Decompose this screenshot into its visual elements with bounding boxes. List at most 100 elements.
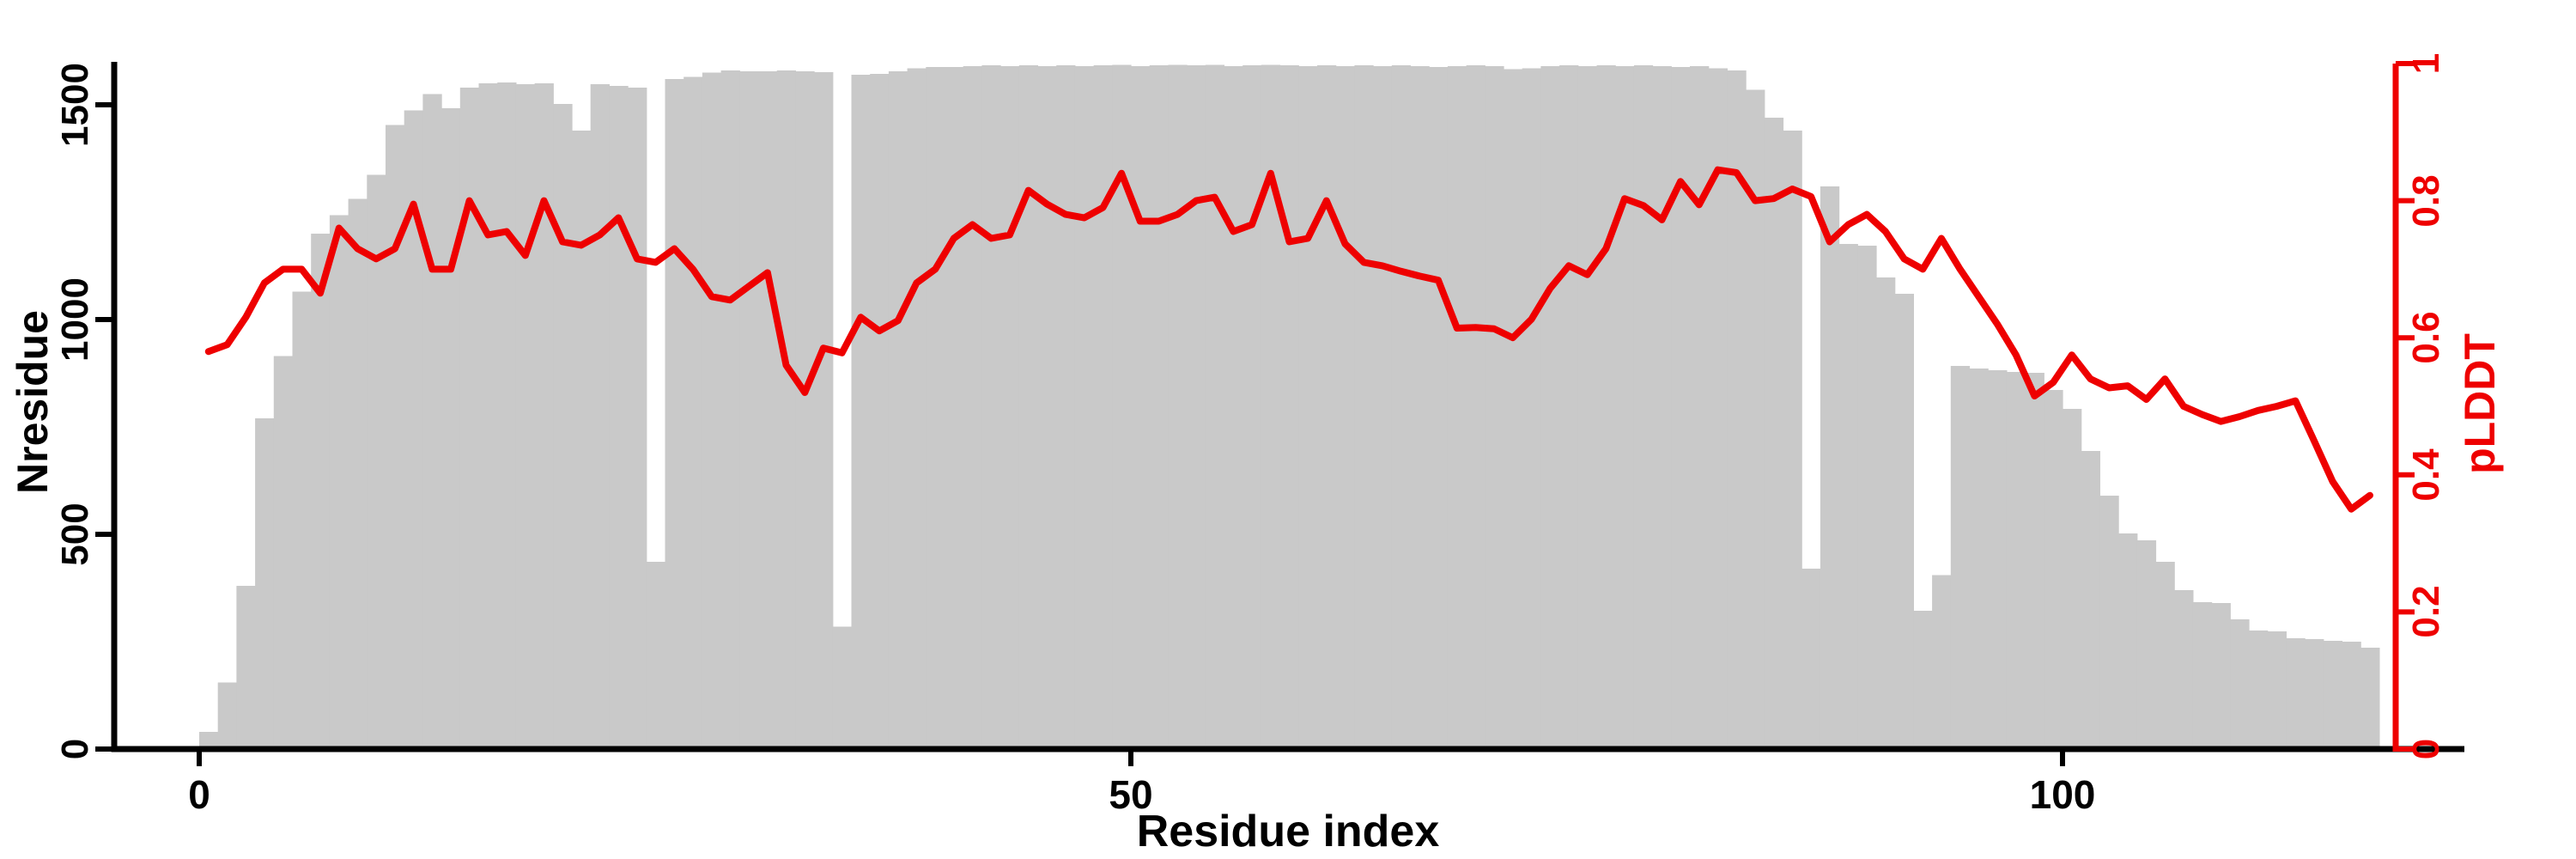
y-right-tick-label: 0 <box>2405 738 2447 760</box>
nresidue-bar <box>1391 65 1412 749</box>
nresidue-bar <box>609 86 629 749</box>
nresidue-bar <box>1168 64 1188 749</box>
y-right-tick-label: 0.6 <box>2405 311 2447 364</box>
nresidue-bar <box>273 356 294 749</box>
nresidue-bar <box>1187 65 1206 749</box>
nresidue-bar <box>1596 65 1616 749</box>
nresidue-bar <box>2267 631 2287 749</box>
nresidue-bar <box>1690 66 1710 749</box>
nresidue-bar <box>1988 370 2008 749</box>
nresidue-bar <box>459 88 480 749</box>
nresidue-bar <box>1708 68 1728 749</box>
nresidue-bar <box>1056 65 1076 749</box>
nresidue-bar <box>1857 246 1877 749</box>
nresidue-bar <box>1466 65 1485 749</box>
y-left-tick-label: 0 <box>54 738 96 760</box>
nresidue-bar <box>497 82 517 749</box>
nresidue-bar <box>702 72 722 749</box>
x-tick-label: 100 <box>2029 772 2096 817</box>
nresidue-bar <box>367 174 386 749</box>
nresidue-bar <box>2286 638 2306 749</box>
nresidue-bar <box>1335 66 1355 749</box>
nresidue-bar <box>441 108 461 749</box>
nresidue-bar <box>329 215 349 749</box>
nresidue-bar <box>2006 372 2026 749</box>
nresidue-bar <box>814 72 834 749</box>
x-axis-title: Residue index <box>1136 807 1440 856</box>
nresidue-bar <box>1559 65 1579 749</box>
nresidue-bar <box>1652 66 1672 749</box>
nresidue-bar <box>2118 533 2138 749</box>
nresidue-bar <box>720 70 740 749</box>
nresidue-bar <box>1317 65 1337 749</box>
nresidue-bar <box>236 586 256 749</box>
nresidue-bar <box>1410 66 1430 749</box>
nresidue-bar <box>1074 66 1095 749</box>
nresidue-bar <box>1018 65 1039 749</box>
nresidue-bar <box>348 198 368 749</box>
nresidue-bar <box>1950 366 1971 749</box>
nresidue-bar <box>963 66 982 749</box>
nresidue-bar <box>832 626 853 749</box>
nresidue-bar <box>888 71 908 749</box>
nresidue-bar <box>1671 67 1691 749</box>
nresidue-bar <box>1633 65 1654 749</box>
nresidue-bar <box>1764 118 1784 749</box>
nresidue-bar <box>1037 66 1057 749</box>
nresidue-bar <box>2155 562 2175 749</box>
nresidue-bar <box>292 291 312 749</box>
nresidue-bar <box>851 75 871 749</box>
nresidue-bar <box>1429 67 1449 749</box>
nresidue-bar <box>1577 66 1598 749</box>
nresidue-bar <box>1522 68 1541 749</box>
nresidue-bar <box>2044 390 2063 749</box>
nresidue-bar <box>945 67 964 749</box>
nresidue-bar <box>2211 603 2231 749</box>
nresidue-bar <box>2174 590 2194 749</box>
y-left-tick-label: 1500 <box>54 63 96 147</box>
nresidue-bar <box>628 88 647 749</box>
nresidue-bar <box>665 79 684 749</box>
nresidue-bar <box>1838 244 1858 749</box>
nresidue-bar <box>758 71 778 749</box>
nresidue-bar <box>404 110 423 749</box>
y-right-tick-label: 0.2 <box>2405 585 2447 638</box>
nresidue-bar <box>1876 277 1896 749</box>
nresidue-bar <box>1112 64 1132 749</box>
y-left-tick-label: 500 <box>54 503 96 566</box>
nresidue-bar <box>1373 66 1393 749</box>
nresidue-bar <box>255 418 275 749</box>
nresidue-bar <box>2342 642 2361 749</box>
nresidue-bar <box>739 71 759 749</box>
nresidue-bar <box>981 65 1001 749</box>
y-right-tick-label: 0.4 <box>2405 448 2447 502</box>
y-left-axis-title: Nresidue <box>9 310 57 494</box>
nresidue-bar <box>1820 186 1840 749</box>
nresidue-bar <box>217 682 237 749</box>
nresidue-bar <box>1969 369 1989 749</box>
x-tick-label: 0 <box>188 772 210 817</box>
nresidue-bar <box>590 84 610 749</box>
nresidue-bar <box>1932 575 1952 749</box>
nresidue-bar <box>1727 70 1747 749</box>
nresidue-bar <box>553 104 573 749</box>
nresidue-bar <box>1894 294 1914 749</box>
nresidue-bar <box>1242 65 1262 749</box>
nresidue-bar <box>683 76 703 749</box>
nresidue-bar <box>2136 540 2157 749</box>
nresidue-bar <box>2025 373 2044 749</box>
nresidue-bar <box>926 67 945 749</box>
nresidue-bar <box>572 131 592 749</box>
nresidue-bar <box>1261 64 1281 749</box>
nresidue-bar <box>2230 619 2250 749</box>
nresidue-bar <box>1298 66 1318 749</box>
y-left-tick-label: 1000 <box>54 277 96 362</box>
nresidue-bar <box>2323 641 2343 749</box>
y-right-axis-title: pLDDT <box>2456 333 2504 474</box>
nresidue-bar <box>1615 66 1635 749</box>
nresidue-bar <box>2063 409 2082 749</box>
nresidue-bar <box>1093 65 1113 749</box>
nresidue-bar <box>1913 611 1933 749</box>
nresidue-bar <box>1000 66 1020 749</box>
